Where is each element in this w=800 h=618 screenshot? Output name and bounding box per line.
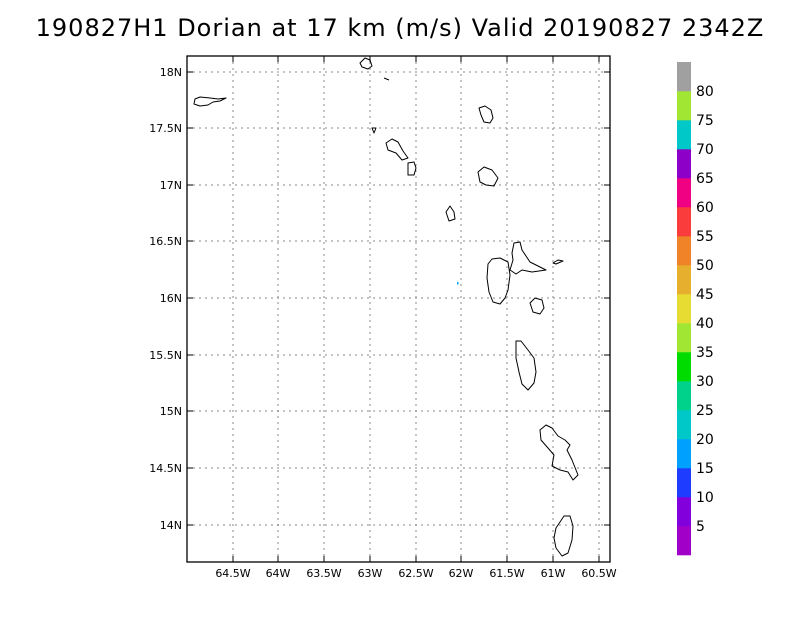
colorbar-segment [677, 352, 691, 382]
island-st-lucia [553, 515, 574, 557]
lat-tick-label: 14.5N [149, 462, 182, 475]
island-guadeloupe [486, 241, 547, 305]
island-marie-galante [529, 297, 545, 315]
island-nevis [407, 161, 417, 176]
island-antigua [477, 166, 499, 187]
lat-tick-label: 17.5N [149, 122, 182, 135]
lon-tick-label: 61.5W [489, 567, 524, 580]
colorbar-segment [677, 120, 691, 150]
colorbar-label: 30 [696, 374, 714, 390]
island-anguilla [359, 57, 373, 70]
colorbar-label: 25 [696, 403, 714, 419]
colorbar-segment [677, 62, 691, 92]
island-dominica [515, 340, 537, 391]
colorbar-label: 10 [696, 490, 714, 506]
wind-data-point [457, 282, 459, 285]
colorbar-label: 15 [696, 461, 714, 477]
colorbar-segment [677, 468, 691, 498]
colorbar-label: 55 [696, 229, 714, 245]
coastlines [193, 57, 579, 557]
lat-tick-label: 16.5N [149, 235, 182, 248]
map-grid [187, 56, 610, 562]
colorbar-segment [677, 439, 691, 469]
lon-tick-label: 62.5W [398, 567, 433, 580]
colorbar-segment [677, 149, 691, 179]
lon-tick-label: 60.5W [581, 567, 616, 580]
island-st-kitts [385, 138, 409, 161]
colorbar-segment [677, 526, 691, 556]
colorbar-label: 35 [696, 345, 714, 361]
island-barbuda [478, 105, 494, 124]
colorbar-label: 80 [696, 84, 714, 100]
lon-tick-label: 62W [449, 567, 474, 580]
map-frame [186, 55, 611, 563]
island-small-rock [383, 77, 390, 81]
island-montserrat [445, 205, 456, 222]
lon-tick-label: 64.5W [215, 567, 250, 580]
colorbar-segment [677, 323, 691, 353]
colorbar-segment [677, 410, 691, 440]
island-la-desirade [552, 259, 564, 265]
island-martinique [539, 424, 579, 481]
colorbar: 5 10 15 20 25 30 35 40 45 50 55 60 65 70 75 80 [677, 62, 714, 556]
lon-tick-label: 64W [266, 567, 291, 580]
colorbar-label: 45 [696, 287, 714, 303]
lat-tick-label: 15.5N [149, 349, 182, 362]
colorbar-label: 60 [696, 200, 714, 216]
lon-tick-label: 63.5W [306, 567, 341, 580]
page-title: 190827H1 Dorian at 17 km (m/s) Valid 201… [35, 14, 765, 42]
colorbar-label: 65 [696, 171, 714, 187]
colorbar-label: 75 [696, 113, 714, 129]
lat-tick-label: 18N [160, 66, 182, 79]
lat-tick-label: 17N [160, 179, 182, 192]
island-saba [371, 127, 377, 134]
colorbar-segment [677, 265, 691, 295]
colorbar-label: 20 [696, 432, 714, 448]
colorbar-label: 5 [696, 519, 705, 535]
colorbar-segment [677, 178, 691, 208]
colorbar-segment [677, 294, 691, 324]
colorbar-segment [677, 91, 691, 121]
island-virgin-islands [193, 96, 227, 107]
map-axes: 18N 17.5N 17N 16.5N 16N 15.5N 15N 14.5N 14N 64.5W… [149, 56, 617, 580]
lat-tick-label: 16N [160, 292, 182, 305]
colorbar-segment [677, 236, 691, 266]
colorbar-segment [677, 497, 691, 527]
colorbar-label: 70 [696, 142, 714, 158]
lon-tick-label: 61W [541, 567, 566, 580]
lat-tick-label: 14N [160, 519, 182, 532]
lat-tick-label: 15N [160, 405, 182, 418]
lon-tick-label: 63W [358, 567, 383, 580]
colorbar-segment [677, 381, 691, 411]
colorbar-segment [677, 207, 691, 237]
colorbar-label: 40 [696, 316, 714, 332]
colorbar-label: 50 [696, 258, 714, 274]
